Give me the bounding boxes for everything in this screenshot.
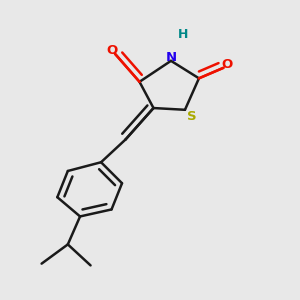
Text: S: S	[187, 110, 197, 123]
Text: O: O	[106, 44, 118, 57]
Text: H: H	[178, 28, 188, 41]
Text: N: N	[166, 51, 177, 64]
Text: O: O	[221, 58, 233, 71]
